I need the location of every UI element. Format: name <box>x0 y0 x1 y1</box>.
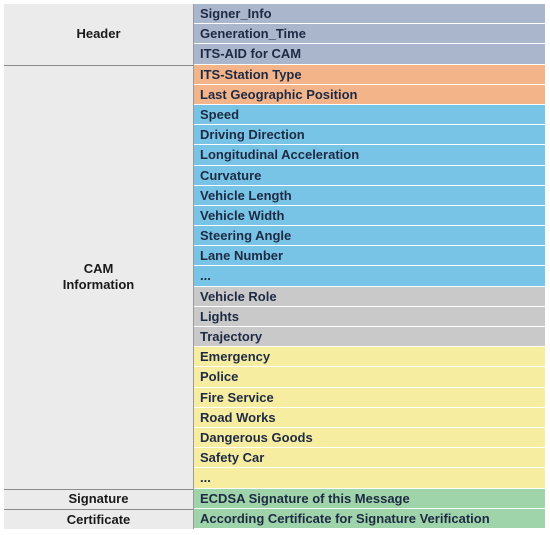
field-row: Fire Service <box>194 387 545 408</box>
field-row: Vehicle Width <box>194 205 545 227</box>
section-label-header: Header <box>4 4 193 65</box>
field-row: Dangerous Goods <box>194 427 545 449</box>
field-list: Signer_Info Generation_Time ITS-AID for CA… <box>194 4 545 529</box>
field-row: Emergency <box>194 347 545 368</box>
field-row: Generation_Time <box>194 24 545 45</box>
field-row: ECDSA Signature of this Message <box>194 488 545 509</box>
field-row: Vehicle Length <box>194 185 545 206</box>
field-row: According Certificate for Signature Veri… <box>194 508 545 529</box>
field-row: ITS-AID for CAM <box>194 44 545 65</box>
section-label-cam-information: CAM Information <box>4 64 193 489</box>
field-row: ITS-Station Type <box>194 64 545 85</box>
field-row: Police <box>194 367 545 388</box>
field-row: Safety Car <box>194 448 545 469</box>
field-row: Trajectory <box>194 327 545 348</box>
field-row: Lights <box>194 306 545 327</box>
section-label-signature: Signature <box>4 488 193 509</box>
field-row: Vehicle Role <box>194 286 545 307</box>
field-row: ... <box>194 468 545 489</box>
field-row: Longitudinal Acceleration <box>194 145 545 166</box>
field-row: Lane Number <box>194 246 545 267</box>
field-row: Speed <box>194 104 545 126</box>
field-row: Signer_Info <box>194 4 545 25</box>
field-row: Steering Angle <box>194 226 545 247</box>
field-row: Driving Direction <box>194 125 545 146</box>
field-row: Road Works <box>194 407 545 428</box>
field-row: ... <box>194 266 545 287</box>
divider-line <box>193 4 194 529</box>
field-row: Curvature <box>194 165 545 186</box>
section-label-certificate: Certificate <box>4 509 193 530</box>
field-row: Last Geographic Position <box>194 84 545 105</box>
